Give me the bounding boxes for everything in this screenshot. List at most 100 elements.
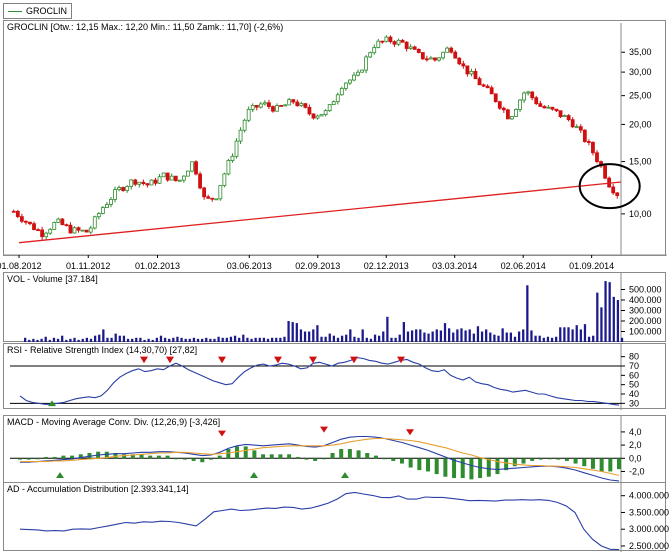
macd-histogram-bar bbox=[486, 458, 491, 477]
price-candle-body bbox=[165, 172, 170, 181]
macd-histogram-bar bbox=[44, 456, 49, 459]
price-candle-body bbox=[141, 181, 146, 185]
volume-bar bbox=[489, 332, 492, 342]
price-candle-body bbox=[348, 79, 352, 84]
price-candle-body bbox=[234, 140, 239, 157]
rsi-sell-marker bbox=[166, 356, 174, 364]
price-panel[interactable]: GROCLIN [Otw.: 12,15 Max.: 12,20 Min.: 1… bbox=[0, 20, 667, 271]
volume-bar bbox=[435, 329, 438, 342]
rsi-y-tick-label: 80 bbox=[629, 352, 639, 362]
price-candle-body bbox=[433, 57, 437, 61]
price-candle-body bbox=[465, 65, 470, 75]
price-candle-body bbox=[457, 57, 462, 65]
volume-bar bbox=[328, 333, 331, 342]
macd-histogram-bar bbox=[130, 454, 135, 459]
price-candle-body bbox=[226, 160, 231, 175]
price-candle-body bbox=[323, 110, 328, 115]
price-candle-body bbox=[48, 228, 53, 234]
price-candle-body bbox=[206, 196, 211, 199]
volume-bar bbox=[32, 338, 35, 342]
price-candle-body bbox=[275, 105, 279, 112]
volume-bar bbox=[279, 337, 282, 342]
price-x-tick-label: 03.06.2013 bbox=[227, 261, 272, 271]
volume-bar bbox=[505, 332, 508, 342]
price-candle-body bbox=[489, 87, 494, 95]
price-candle-body bbox=[80, 229, 85, 232]
price-candle-body bbox=[562, 115, 567, 118]
volume-bar bbox=[114, 333, 117, 342]
volume-bar bbox=[205, 337, 208, 342]
volume-bar bbox=[452, 332, 455, 342]
price-candle-body bbox=[169, 175, 174, 181]
volume-bar bbox=[299, 329, 303, 342]
macd-histogram-bar bbox=[417, 458, 422, 471]
macd-histogram-bar bbox=[373, 455, 378, 459]
volume-bar bbox=[81, 338, 84, 342]
macd-y-tick-label: 4,0 bbox=[629, 427, 642, 437]
volume-bar bbox=[209, 338, 212, 342]
macd-histogram-bar bbox=[52, 456, 57, 459]
volume-bar bbox=[246, 337, 249, 342]
ad-panel-title: AD - Accumulation Distribution [2.393.34… bbox=[7, 484, 189, 494]
volume-bar bbox=[410, 330, 414, 342]
rsi-line bbox=[19, 357, 620, 406]
price-annotation-ellipse bbox=[578, 163, 641, 210]
volume-bar bbox=[238, 337, 241, 342]
price-candle-body bbox=[392, 41, 397, 45]
volume-bar bbox=[73, 337, 76, 342]
price-candle-body bbox=[295, 101, 300, 107]
price-candle-body bbox=[360, 69, 364, 73]
volume-bar bbox=[24, 337, 27, 342]
price-candle-body bbox=[481, 84, 486, 87]
price-candle-body bbox=[299, 103, 304, 107]
price-x-tick-label: 01.09.2014 bbox=[569, 261, 614, 271]
price-candle-body bbox=[388, 36, 393, 43]
price-candle-body bbox=[384, 36, 389, 42]
volume-panel[interactable]: VOL - Volume [37.184] 100.000 200.000 300.… bbox=[3, 272, 666, 342]
price-candle-body bbox=[376, 40, 381, 48]
ad-chart: 2.500.000 3.000.000 3.500.000 4.000.000 bbox=[19, 483, 669, 552]
macd-histogram-bar bbox=[148, 455, 153, 459]
volume-bar bbox=[530, 330, 533, 342]
ad-panel[interactable]: AD - Accumulation Distribution [2.393.34… bbox=[3, 482, 669, 552]
volume-bar bbox=[48, 339, 51, 342]
macd-histogram-bar bbox=[330, 453, 335, 459]
volume-bar bbox=[361, 329, 364, 342]
volume-bar bbox=[612, 296, 615, 342]
macd-histogram-bar bbox=[304, 458, 309, 460]
price-candle-body bbox=[32, 223, 36, 231]
price-candle-body bbox=[88, 227, 93, 233]
price-candle-body bbox=[214, 198, 219, 201]
price-candle-body bbox=[52, 221, 57, 230]
macd-histogram-bar bbox=[191, 458, 196, 461]
price-candle-body bbox=[514, 108, 518, 117]
macd-histogram-bar bbox=[122, 454, 127, 459]
volume-bar bbox=[126, 338, 130, 342]
volume-bar bbox=[270, 337, 274, 342]
volume-bar bbox=[526, 285, 529, 342]
volume-bar bbox=[98, 334, 101, 342]
macd-histogram-bar bbox=[243, 446, 248, 459]
volume-bar bbox=[163, 337, 167, 342]
volume-bar bbox=[538, 335, 541, 342]
volume-bar bbox=[600, 307, 603, 342]
price-candle-body bbox=[538, 103, 543, 107]
price-y-tick-label: 20,00 bbox=[629, 119, 652, 129]
price-candle-body bbox=[149, 179, 154, 186]
volume-y-tick-label: 100.000 bbox=[629, 327, 662, 337]
volume-bar bbox=[89, 338, 93, 342]
volume-y-tick-label: 500.000 bbox=[629, 285, 662, 295]
volume-bar bbox=[188, 338, 191, 342]
volume-bar bbox=[596, 292, 599, 342]
price-candle-body bbox=[242, 119, 247, 131]
price-candle-body bbox=[449, 47, 454, 53]
volume-bar bbox=[213, 338, 216, 342]
volume-bar bbox=[493, 334, 496, 342]
volume-bar bbox=[275, 337, 278, 342]
ad-line bbox=[19, 491, 620, 551]
rsi-panel[interactable]: RSI - Relative Strength Index (14,30,70)… bbox=[3, 343, 666, 410]
price-candle-body bbox=[505, 109, 510, 120]
price-candle-body bbox=[28, 221, 32, 225]
macd-panel[interactable]: MACD - Moving Average Conv. Div. (12,26,… bbox=[3, 415, 666, 484]
price-candle-body bbox=[339, 87, 344, 96]
